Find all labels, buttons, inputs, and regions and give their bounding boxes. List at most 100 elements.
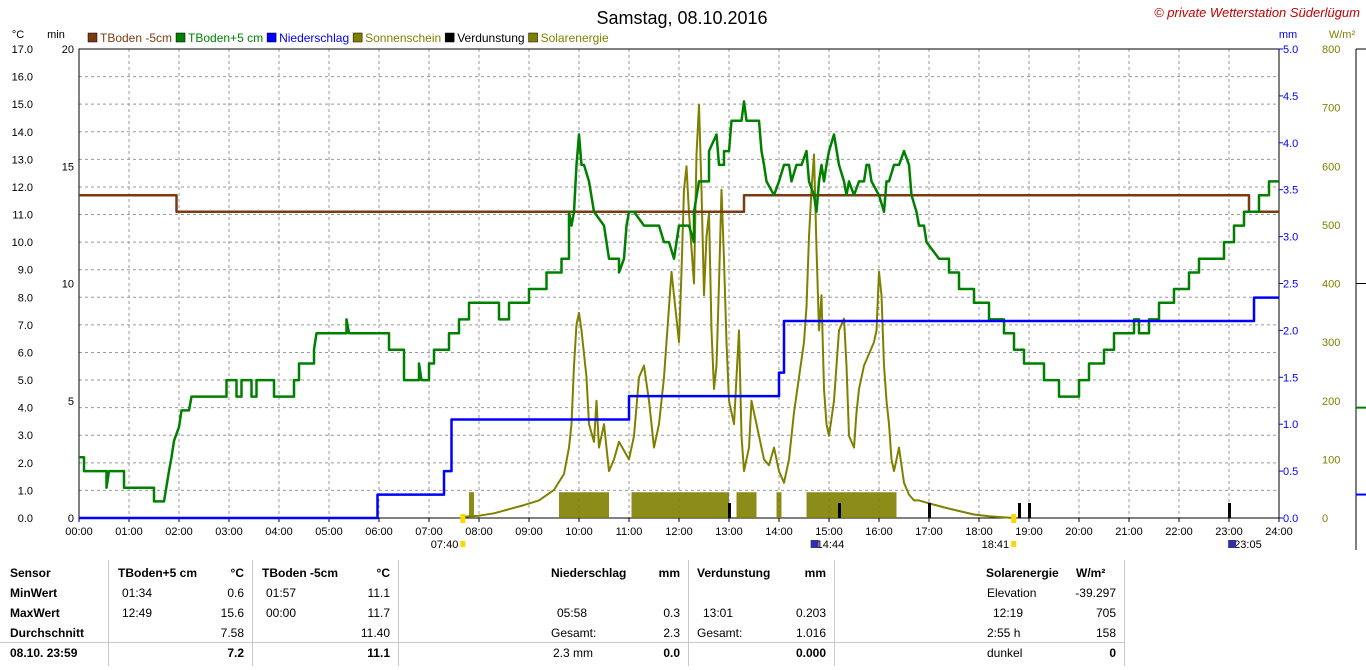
- x-tick-label: 10:00: [565, 526, 593, 538]
- temp-tick-label: 8.0: [18, 292, 33, 304]
- solar-tick-label: 700: [1322, 103, 1340, 115]
- stats-maxwert-label: MaxWert: [10, 606, 60, 620]
- temp-tick-label: 5.0: [18, 375, 33, 387]
- temp-tick-label: 6.0: [18, 347, 33, 359]
- temp-tick-label: 17.0: [12, 44, 33, 56]
- temp-tick-label: 4.0: [18, 403, 33, 415]
- minutes-tick-label: 0: [68, 513, 74, 525]
- solar-tick-label: 600: [1322, 161, 1340, 173]
- chart-legend: TBoden -5cm TBoden+5 cm Niederschlag Sonnen…: [87, 31, 609, 45]
- tminus5-min-val: 11.1: [367, 586, 390, 600]
- solar-elev-label: Elevation: [987, 586, 1037, 600]
- temp-tick-label: 0.0: [18, 513, 33, 525]
- temp-tick-label: 11.0: [12, 210, 33, 222]
- x-tick-label: 07:00: [415, 526, 443, 538]
- tplus5-min-time: 01:34: [122, 586, 153, 600]
- x-tick-label: 08:00: [465, 526, 493, 538]
- legend-label: Verdunstung: [457, 31, 524, 45]
- verdunstung-mark: [928, 503, 931, 518]
- tplus5-avg: 7.58: [220, 626, 244, 640]
- sun-marker-label: 07:40: [431, 539, 459, 550]
- solar-tick-label: 0: [1322, 513, 1328, 525]
- moon-marker-icon: [1228, 540, 1237, 548]
- temp-tick-label: 12.0: [12, 182, 33, 194]
- solarenergie-line: [463, 103, 1015, 519]
- evap-unit: mm: [804, 566, 826, 580]
- verdunstung-mark: [1028, 503, 1031, 518]
- verdunstung-mark: [838, 503, 841, 518]
- chart-title: Samstag, 08.10.2016: [596, 8, 767, 28]
- x-tick-label: 00:00: [65, 526, 93, 538]
- precip-tick-label: 0.5: [1283, 466, 1298, 478]
- solar-max-val: 705: [1095, 606, 1116, 620]
- precip-tick-label: 4.0: [1283, 138, 1298, 150]
- precip-tick-label: 2.5: [1283, 279, 1298, 291]
- x-tick-label: 20:00: [1065, 526, 1093, 538]
- precip-extra-label: 2.3 mm: [553, 646, 594, 660]
- tboden-minus5-line: [79, 193, 1279, 214]
- verdunstung-mark: [1018, 503, 1021, 518]
- stats-panel: Sensor MinWert MaxWert Durchschnitt 08.1…: [0, 556, 1366, 670]
- sonnenschein-block: [806, 492, 897, 518]
- sonnenschein-block: [469, 492, 474, 518]
- minutes-tick-label: 20: [62, 44, 74, 56]
- solar-tick-label: 400: [1322, 279, 1340, 291]
- evap-gesamt-val: 1.016: [795, 626, 826, 640]
- precip-tick-label: 4.5: [1283, 91, 1298, 103]
- x-tick-label: 12:00: [665, 526, 693, 538]
- chart-series: [79, 100, 1279, 548]
- verdunstung-mark: [1228, 503, 1231, 518]
- x-tick-label: 13:00: [715, 526, 743, 538]
- solar-max-time: 12:19: [993, 606, 1024, 620]
- tplus5-min-val: 0.6: [227, 586, 244, 600]
- tplus5-max-val: 15.6: [220, 606, 244, 620]
- watermark: © private Wetterstation Süderlügum: [1154, 5, 1360, 20]
- legend-label: TBoden+5 cm: [188, 31, 263, 45]
- tminus5-min-time: 01:57: [266, 586, 297, 600]
- legend-swatch: [175, 32, 186, 43]
- chart-background: [0, 0, 1366, 550]
- precip-tick-label: 3.5: [1283, 185, 1298, 197]
- precip-tick-label: 5.0: [1283, 44, 1298, 56]
- sun-marker-icon: [1011, 541, 1017, 547]
- sun-marker-label: 14:44: [817, 539, 845, 550]
- x-tick-label: 06:00: [365, 526, 393, 538]
- evap-current: 0.000: [795, 646, 826, 660]
- temp-tick-label: 9.0: [18, 265, 33, 277]
- solar-tick-label: 100: [1322, 454, 1340, 466]
- x-tick-label: 11:00: [616, 526, 643, 538]
- temp-tick-label: 7.0: [18, 320, 33, 332]
- sun-marker-label: 18:41: [982, 539, 1010, 550]
- evap-max-val: 0.203: [795, 606, 826, 620]
- legend-label: Niederschlag: [279, 31, 349, 45]
- tminus5-current: 11.1: [367, 646, 390, 660]
- x-tick-label: 22:00: [1165, 526, 1193, 538]
- sonnenschein-block: [736, 492, 757, 518]
- sun-marker-icon: [460, 541, 466, 547]
- x-tick-label: 14:00: [765, 526, 793, 538]
- minutes-tick-label: 10: [62, 279, 74, 291]
- tplus5-unit: °C: [230, 566, 244, 580]
- solar-elev-val: -39.297: [1075, 586, 1116, 600]
- weather-chart: 00:00 01:00 02:00 03:00 04:00 05:00 06:00 07:00…: [0, 0, 1366, 550]
- temp-tick-label: 16.0: [12, 72, 33, 84]
- x-tick-label: 16:00: [865, 526, 893, 538]
- tplus5-current: 7.2: [227, 646, 244, 660]
- evap-max-time: 13:01: [703, 606, 734, 620]
- temp-tick-label: 15.0: [12, 99, 33, 111]
- solar-tick-label: 500: [1322, 220, 1340, 232]
- precip-max-time: 05:58: [557, 606, 588, 620]
- moon-marker-icon: [810, 540, 819, 548]
- temp-tick-label: 1.0: [18, 485, 33, 497]
- tminus5-avg: 11.40: [360, 626, 390, 640]
- solar-unit-label: W/m²: [1329, 29, 1356, 41]
- x-tick-label: 05:00: [315, 526, 343, 538]
- legend-swatch: [528, 32, 538, 43]
- x-tick-label: 21:00: [1115, 526, 1143, 538]
- sun-marker-icon: [1011, 514, 1017, 523]
- solar-sun-val: 158: [1095, 626, 1116, 640]
- solar-current: 0: [1109, 646, 1116, 660]
- x-tick-label: 15:00: [815, 526, 843, 538]
- temp-tick-label: 2.0: [18, 458, 33, 470]
- precip-tick-label: 0.0: [1283, 513, 1298, 525]
